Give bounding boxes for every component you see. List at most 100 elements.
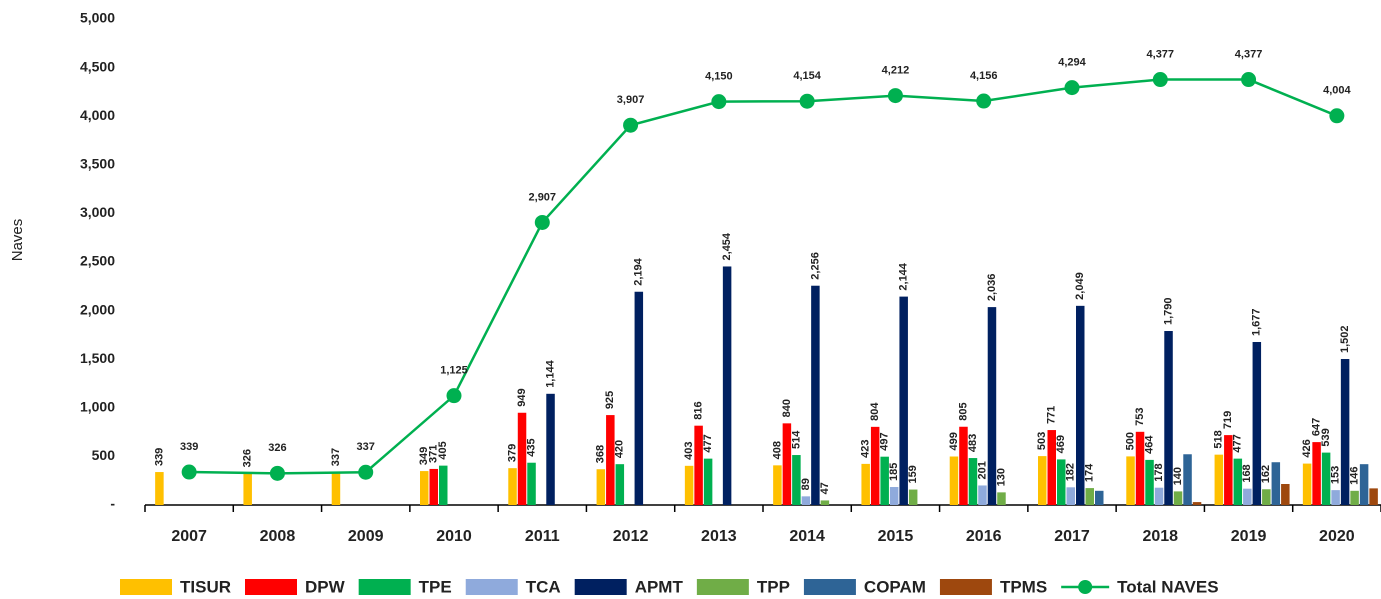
- bar: [527, 462, 536, 505]
- bar-value-label: 178: [1153, 463, 1165, 481]
- total-value-label: 4,156: [970, 70, 998, 82]
- bar-value-label: 2,454: [721, 232, 733, 260]
- bar-value-label: 483: [967, 434, 979, 452]
- bar-value-label: 949: [516, 388, 528, 406]
- bar: [439, 465, 448, 505]
- bar-value-label: 503: [1036, 432, 1048, 450]
- bar-value-label: 816: [693, 401, 705, 419]
- bar: [243, 473, 252, 505]
- total-value-label: 4,154: [793, 70, 821, 82]
- bar-value-label: 1,790: [1162, 297, 1174, 325]
- y-tick-label: 5,000: [80, 10, 115, 26]
- bar: [1321, 452, 1331, 505]
- x-tick-label: 2020: [1319, 528, 1355, 545]
- bar-value-label: 719: [1222, 411, 1234, 429]
- y-tick-label: 4,000: [80, 107, 115, 123]
- total-point: [358, 464, 374, 480]
- bar: [1057, 459, 1066, 505]
- bar-value-label: 426: [1301, 439, 1313, 457]
- bar: [694, 425, 703, 505]
- total-value-label: 2,907: [529, 191, 557, 203]
- bar: [861, 463, 870, 505]
- bar-value-label: 1,502: [1339, 325, 1351, 353]
- bar-value-label: 146: [1349, 466, 1361, 484]
- legend-label: Total NAVES: [1117, 577, 1218, 596]
- legend-swatch: [358, 579, 411, 595]
- bar: [517, 412, 527, 505]
- bar-value-label: 339: [153, 448, 165, 466]
- bar: [801, 496, 811, 505]
- bar: [978, 485, 987, 505]
- bar: [429, 468, 438, 505]
- bar: [870, 426, 880, 505]
- legend-swatch: [245, 579, 297, 595]
- total-point: [269, 465, 285, 481]
- y-tick-label: 3,000: [80, 204, 115, 220]
- legend-label: TPMS: [1000, 577, 1047, 596]
- bar-value-label: 500: [1124, 432, 1136, 450]
- x-tick-label: 2017: [1054, 528, 1090, 545]
- bar: [1047, 430, 1056, 505]
- x-tick-label: 2018: [1142, 528, 1178, 545]
- bar: [1350, 490, 1359, 505]
- x-tick-label: 2019: [1231, 528, 1267, 545]
- bar: [1173, 491, 1183, 505]
- bar: [820, 500, 830, 505]
- total-point: [1241, 72, 1257, 88]
- bar-value-label: 379: [506, 444, 518, 462]
- bar: [331, 472, 341, 505]
- bar-value-label: 499: [948, 432, 960, 450]
- bar: [880, 456, 889, 505]
- bar: [949, 456, 959, 505]
- x-tick-label: 2012: [613, 528, 649, 545]
- bar: [1135, 431, 1145, 505]
- x-tick-label: 2010: [436, 528, 472, 545]
- bar: [959, 426, 968, 505]
- total-point: [534, 214, 550, 230]
- bar-value-label: 159: [907, 465, 919, 483]
- bar: [987, 307, 997, 505]
- total-value-label: 337: [357, 441, 375, 453]
- legend-label: TPP: [757, 577, 790, 596]
- bar: [155, 472, 164, 505]
- bar: [782, 423, 792, 505]
- legend-label: APMT: [635, 577, 684, 596]
- bar: [997, 492, 1006, 505]
- bar-value-label: 185: [888, 463, 900, 481]
- y-tick-label: 1,500: [80, 350, 115, 366]
- bar: [1126, 456, 1135, 505]
- bar-value-label: 47: [819, 482, 831, 494]
- bar: [1066, 487, 1075, 505]
- bar: [508, 468, 517, 505]
- y-tick-label: 500: [92, 447, 116, 463]
- legend-label: DPW: [305, 577, 346, 596]
- bar-value-label: 2,144: [898, 262, 910, 290]
- bar-value-label: 469: [1055, 435, 1067, 453]
- total-point: [976, 93, 992, 109]
- bar-value-label: 201: [976, 461, 988, 479]
- total-value-label: 1,125: [440, 365, 468, 377]
- bar: [634, 291, 644, 505]
- bar: [1154, 487, 1164, 505]
- bar: [1281, 484, 1290, 505]
- y-tick-label: 3,500: [80, 156, 115, 172]
- x-tick-label: 2016: [966, 528, 1002, 545]
- x-tick-label: 2007: [171, 528, 207, 545]
- legend-swatch: [574, 579, 627, 595]
- legend-label: TPE: [419, 577, 452, 596]
- bar: [1164, 331, 1173, 505]
- bar: [811, 285, 820, 505]
- y-tick-label: 4,500: [80, 58, 115, 74]
- x-tick-label: 2008: [260, 528, 296, 545]
- bar-value-label: 337: [330, 448, 342, 466]
- total-value-label: 4,377: [1235, 48, 1263, 60]
- legend-swatch: [696, 579, 749, 595]
- bar-value-label: 2,194: [633, 257, 645, 285]
- bar: [1233, 458, 1243, 505]
- bar-value-label: 771: [1046, 406, 1058, 424]
- bar-value-label: 130: [995, 468, 1007, 486]
- bar: [889, 487, 899, 505]
- bar: [420, 471, 429, 505]
